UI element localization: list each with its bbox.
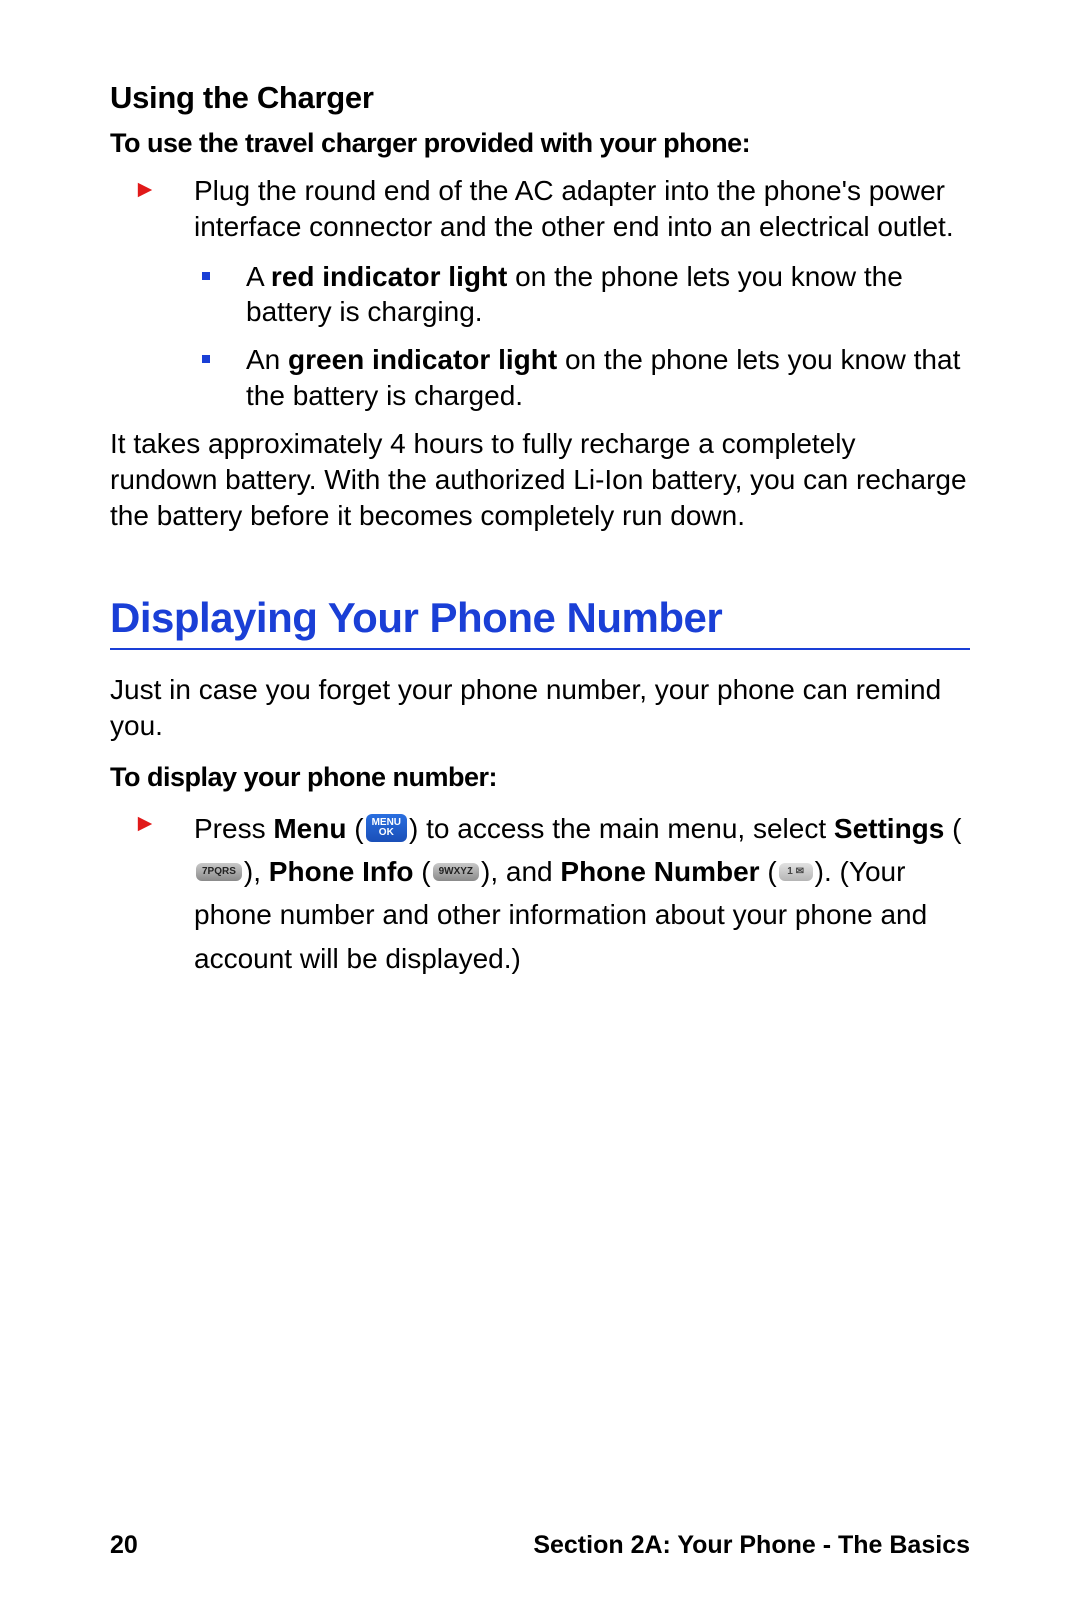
bullet-plug-adapter: Plug the round end of the AC adapter int…: [110, 173, 970, 245]
section-title-display-number: Displaying Your Phone Number: [110, 593, 970, 643]
settings-key-icon: 7PQRS: [196, 863, 242, 881]
menu-key-icon: MENUOK: [366, 814, 407, 842]
triangle-bullet-icon: [110, 807, 194, 981]
step-display-number: Press Menu (MENUOK) to access the main m…: [110, 807, 970, 981]
sub-bullet-green-light: An green indicator light on the phone le…: [110, 342, 970, 414]
section-rule: [110, 648, 970, 650]
square-bullet-icon: [110, 259, 238, 331]
sub-bullet-red-light: A red indicator light on the phone lets …: [110, 259, 970, 331]
step-text: Press Menu (MENUOK) to access the main m…: [194, 807, 970, 981]
instruction-charger: To use the travel charger provided with …: [110, 128, 970, 159]
paragraph-intro-number: Just in case you forget your phone numbe…: [110, 672, 970, 744]
manual-page: Using the Charger To use the travel char…: [0, 0, 1080, 1620]
square-bullet-icon: [110, 342, 238, 414]
phoneinfo-key-icon: 9WXYZ: [433, 863, 479, 881]
paragraph-recharge-time: It takes approximately 4 hours to fully …: [110, 426, 970, 533]
triangle-bullet-icon: [110, 173, 194, 245]
phonenumber-key-icon: 1 ✉: [779, 863, 813, 881]
page-footer: 20 Section 2A: Your Phone - The Basics: [110, 1531, 970, 1560]
bullet-text: Plug the round end of the AC adapter int…: [194, 173, 970, 245]
sub-bullet-text: A red indicator light on the phone lets …: [238, 259, 970, 331]
sub-bullet-text: An green indicator light on the phone le…: [238, 342, 970, 414]
instruction-display-number: To display your phone number:: [110, 762, 970, 793]
subheading-charger: Using the Charger: [110, 80, 970, 116]
section-label: Section 2A: Your Phone - The Basics: [533, 1531, 970, 1560]
page-number: 20: [110, 1531, 138, 1560]
